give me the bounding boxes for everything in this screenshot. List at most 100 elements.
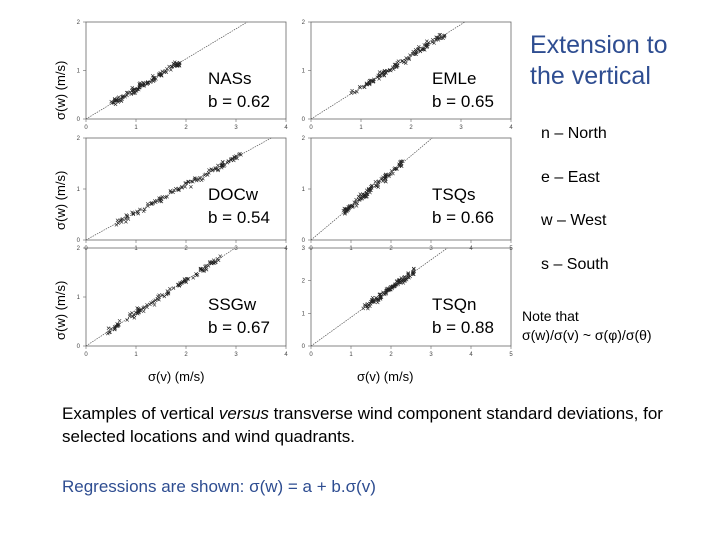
panel-station-label: DOCw xyxy=(208,185,259,204)
data-point xyxy=(355,89,359,94)
data-point xyxy=(403,61,408,66)
data-point xyxy=(392,167,397,172)
panel-nass: 0 1 2 3 4 0 1 2 NASs b = 0.62 xyxy=(77,20,289,131)
x-tick-label: 1 xyxy=(134,352,138,358)
y-axis-label-row-1: σ(w) (m/s) xyxy=(53,60,68,120)
data-point xyxy=(413,47,418,52)
data-point xyxy=(438,32,443,37)
y-tick-label: 1 xyxy=(77,295,81,301)
data-point xyxy=(172,188,176,193)
data-point xyxy=(230,156,234,161)
panel-station-label: NASs xyxy=(208,69,251,88)
x-tick-label: 1 xyxy=(359,125,363,131)
data-point xyxy=(182,277,187,281)
data-point xyxy=(114,223,119,227)
regression-line xyxy=(85,247,236,347)
data-point xyxy=(351,203,355,208)
data-point xyxy=(131,212,136,216)
data-point xyxy=(141,80,146,85)
data-point xyxy=(171,61,176,66)
note-line-2: σ(w)/σ(v) ~ σ(φ)/σ(θ) xyxy=(522,327,652,343)
slide-title-line-1: Extension to xyxy=(530,31,668,59)
y-tick-label: 1 xyxy=(302,311,306,317)
data-point xyxy=(400,59,405,63)
data-point xyxy=(200,268,204,272)
legend-north: n – North xyxy=(541,125,607,142)
y-tick-label: 0 xyxy=(77,117,81,123)
data-point xyxy=(441,36,445,41)
data-point xyxy=(352,200,357,205)
data-point xyxy=(216,258,221,263)
data-point xyxy=(373,179,378,184)
x-tick-label: 4 xyxy=(509,125,513,131)
y-tick-label: 0 xyxy=(302,344,306,350)
data-point xyxy=(437,33,442,37)
data-point xyxy=(125,318,129,322)
data-point xyxy=(363,303,368,308)
data-point xyxy=(408,53,412,57)
data-point xyxy=(380,176,385,181)
data-point xyxy=(408,274,413,279)
data-point xyxy=(149,201,154,205)
data-point xyxy=(158,71,163,75)
data-point xyxy=(356,198,361,202)
y-axis-label-row-3: σ(w) (m/s) xyxy=(53,280,68,340)
data-point xyxy=(370,298,374,303)
x-axis-label-right: σ(v) (m/s) xyxy=(357,369,414,384)
data-point xyxy=(381,72,385,77)
data-point xyxy=(367,80,371,84)
data-point xyxy=(211,168,215,172)
x-tick-label: 5 xyxy=(509,352,513,358)
slide-title-line-2: the vertical xyxy=(530,62,651,90)
x-tick-label: 3 xyxy=(459,125,463,131)
data-point xyxy=(226,159,231,164)
data-point xyxy=(142,207,147,212)
data-point xyxy=(125,214,130,219)
data-point xyxy=(149,301,153,305)
data-point xyxy=(385,68,390,73)
data-point xyxy=(385,286,390,291)
data-point xyxy=(368,190,372,195)
data-point xyxy=(395,63,400,68)
data-point xyxy=(350,203,355,208)
data-point xyxy=(126,91,130,95)
data-point xyxy=(416,44,421,49)
data-point xyxy=(165,194,169,199)
panel-station-label: EMLe xyxy=(432,69,476,88)
data-point xyxy=(186,276,190,281)
data-point xyxy=(352,90,357,95)
data-point xyxy=(359,196,363,200)
data-point xyxy=(375,297,380,302)
data-point xyxy=(206,171,211,175)
data-point xyxy=(411,266,416,271)
data-point xyxy=(422,48,427,52)
data-point xyxy=(206,263,211,268)
data-point xyxy=(135,87,140,92)
data-point xyxy=(132,91,136,96)
data-point xyxy=(115,322,120,327)
data-point xyxy=(203,264,207,269)
data-point xyxy=(152,303,157,307)
data-point xyxy=(395,60,400,65)
data-point xyxy=(401,281,406,285)
data-point xyxy=(145,82,149,86)
x-tick-label: 0 xyxy=(84,352,88,358)
data-point xyxy=(166,290,171,294)
data-point xyxy=(113,326,117,330)
data-point xyxy=(115,96,120,101)
data-point xyxy=(354,204,359,208)
data-point xyxy=(194,272,198,276)
panel-station-label: SSGw xyxy=(208,295,257,314)
data-point xyxy=(124,90,129,95)
figure-caption: Examples of vertical versus transverse w… xyxy=(62,402,682,448)
data-point xyxy=(130,311,134,315)
data-point xyxy=(343,211,347,215)
data-point xyxy=(389,169,394,173)
regression-line xyxy=(310,137,433,241)
data-point xyxy=(119,99,124,103)
data-point xyxy=(112,97,117,102)
data-point xyxy=(406,271,411,275)
data-point xyxy=(169,68,173,72)
